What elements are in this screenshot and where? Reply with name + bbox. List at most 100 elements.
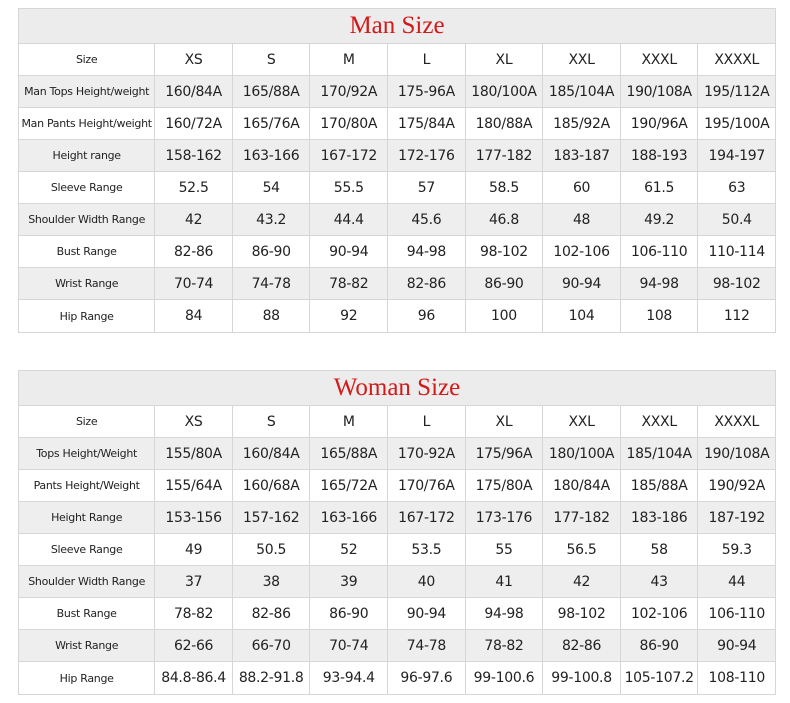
cell: 59.3 <box>697 534 775 565</box>
cell: 195/112A <box>697 76 775 107</box>
row-label: Sleeve Range <box>50 181 123 194</box>
cell: 163-166 <box>309 502 387 533</box>
cell: 180/100A <box>464 76 543 107</box>
cell: 98-102 <box>542 598 620 629</box>
cell: 153-156 <box>154 502 232 533</box>
size-table: Woman Size Size XS S M L XL XXL XXXL XXXXL Tops He… <box>18 370 776 695</box>
cell: XL <box>464 44 543 75</box>
cell: 86-90 <box>309 598 387 629</box>
cell: 40 <box>387 566 465 597</box>
cell: 66-70 <box>231 630 310 661</box>
cell: 183-187 <box>542 140 620 171</box>
cell: 82-86 <box>542 630 620 661</box>
cell: 58.5 <box>464 172 543 203</box>
cell: 60 <box>542 172 620 203</box>
table-row: Bust Range 82-86 86-90 90-94 94-98 98-102 102-… <box>19 236 775 268</box>
cell: 165/76A <box>231 108 310 139</box>
cell: 102-106 <box>542 236 620 267</box>
row-label: Shoulder Width Range <box>28 213 146 226</box>
cell: M <box>309 406 387 437</box>
cell: 86-90 <box>619 630 698 661</box>
cell: 106-110 <box>619 236 698 267</box>
cell: 41 <box>464 566 543 597</box>
cell: 157-162 <box>231 502 310 533</box>
cell: 39 <box>309 566 387 597</box>
cell: 52 <box>309 534 387 565</box>
table-row: Bust Range 78-82 82-86 86-90 90-94 94-98 98-10… <box>19 598 775 630</box>
cell: 170-92A <box>387 438 465 469</box>
cell: 78-82 <box>309 268 387 299</box>
cell: 93-94.4 <box>309 662 387 694</box>
cell: 54 <box>231 172 310 203</box>
cell: 104 <box>542 300 620 332</box>
cell: 108-110 <box>697 662 775 694</box>
cell: 165/72A <box>309 470 387 501</box>
row-label: Height range <box>52 149 122 162</box>
table-row: Hip Range 84.8-86.4 88.2-91.8 93-94.4 96-97.… <box>19 662 775 694</box>
cell: 185/92A <box>542 108 620 139</box>
cell: 173-176 <box>464 502 543 533</box>
row-label: Sleeve Range <box>50 543 123 556</box>
row-label: Bust Range <box>56 607 117 620</box>
table-row: Man Pants Height/weight 160/72A 165/76A 170… <box>19 108 775 140</box>
cell: 110-114 <box>697 236 775 267</box>
cell: 42 <box>542 566 620 597</box>
cell: 155/64A <box>154 470 232 501</box>
cell: 90-94 <box>309 236 387 267</box>
cell: 90-94 <box>697 630 775 661</box>
table-title: Man Size <box>19 9 775 44</box>
cell: 160/72A <box>154 108 232 139</box>
cell: 92 <box>309 300 387 332</box>
cell: 165/88A <box>231 76 310 107</box>
row-label: Wrist Range <box>55 639 119 652</box>
cell: 185/104A <box>542 76 620 107</box>
cell: XS <box>154 44 232 75</box>
cell: 170/76A <box>387 470 465 501</box>
cell: 90-94 <box>387 598 465 629</box>
cell: 43 <box>619 566 698 597</box>
cell: 82-86 <box>154 236 232 267</box>
cell: 175/80A <box>464 470 543 501</box>
cell: 86-90 <box>464 268 543 299</box>
table-row: Shoulder Width Range 37 38 39 40 41 42 43 44 <box>19 566 775 598</box>
cell: 190/108A <box>619 76 698 107</box>
table-row: Sleeve Range 52.5 54 55.5 57 58.5 60 61.5 63 <box>19 172 775 204</box>
row-label: Man Pants Height/weight <box>21 117 152 130</box>
cell: 190/92A <box>697 470 775 501</box>
table-title: Woman Size <box>19 371 775 406</box>
cell: 163-166 <box>231 140 310 171</box>
cell: 38 <box>231 566 310 597</box>
cell: 106-110 <box>697 598 775 629</box>
cell: 49.2 <box>619 204 698 235</box>
row-label: Bust Range <box>56 245 117 258</box>
cell: 57 <box>387 172 465 203</box>
cell: 44.4 <box>309 204 387 235</box>
cell: 185/104A <box>619 438 698 469</box>
cell: 63 <box>697 172 775 203</box>
cell: 52.5 <box>154 172 232 203</box>
cell: 167-172 <box>387 502 465 533</box>
table-row: Shoulder Width Range 42 43.2 44.4 45.6 46.8 48… <box>19 204 775 236</box>
cell: 98-102 <box>464 236 543 267</box>
cell: 74-78 <box>231 268 310 299</box>
row-label: Tops Height/Weight <box>36 447 138 460</box>
cell: 108 <box>619 300 698 332</box>
cell: 94-98 <box>464 598 543 629</box>
cell: 88 <box>231 300 310 332</box>
table-row: Sleeve Range 49 50.5 52 53.5 55 56.5 58 59.3 <box>19 534 775 566</box>
cell: 105-107.2 <box>619 662 698 694</box>
cell: 183-186 <box>619 502 698 533</box>
cell: 188-193 <box>619 140 698 171</box>
table-row: Hip Range 84 88 92 96 100 104 108 112 <box>19 300 775 332</box>
cell: 160/84A <box>231 438 310 469</box>
cell: 195/100A <box>697 108 775 139</box>
cell: 185/88A <box>619 470 698 501</box>
row-label: Height Range <box>51 511 123 524</box>
cell: 50.5 <box>231 534 310 565</box>
cell: 45.6 <box>387 204 465 235</box>
cell: 177-182 <box>542 502 620 533</box>
row-label: Hip Range <box>59 671 114 685</box>
cell: 187-192 <box>697 502 775 533</box>
cell: 55 <box>464 534 543 565</box>
